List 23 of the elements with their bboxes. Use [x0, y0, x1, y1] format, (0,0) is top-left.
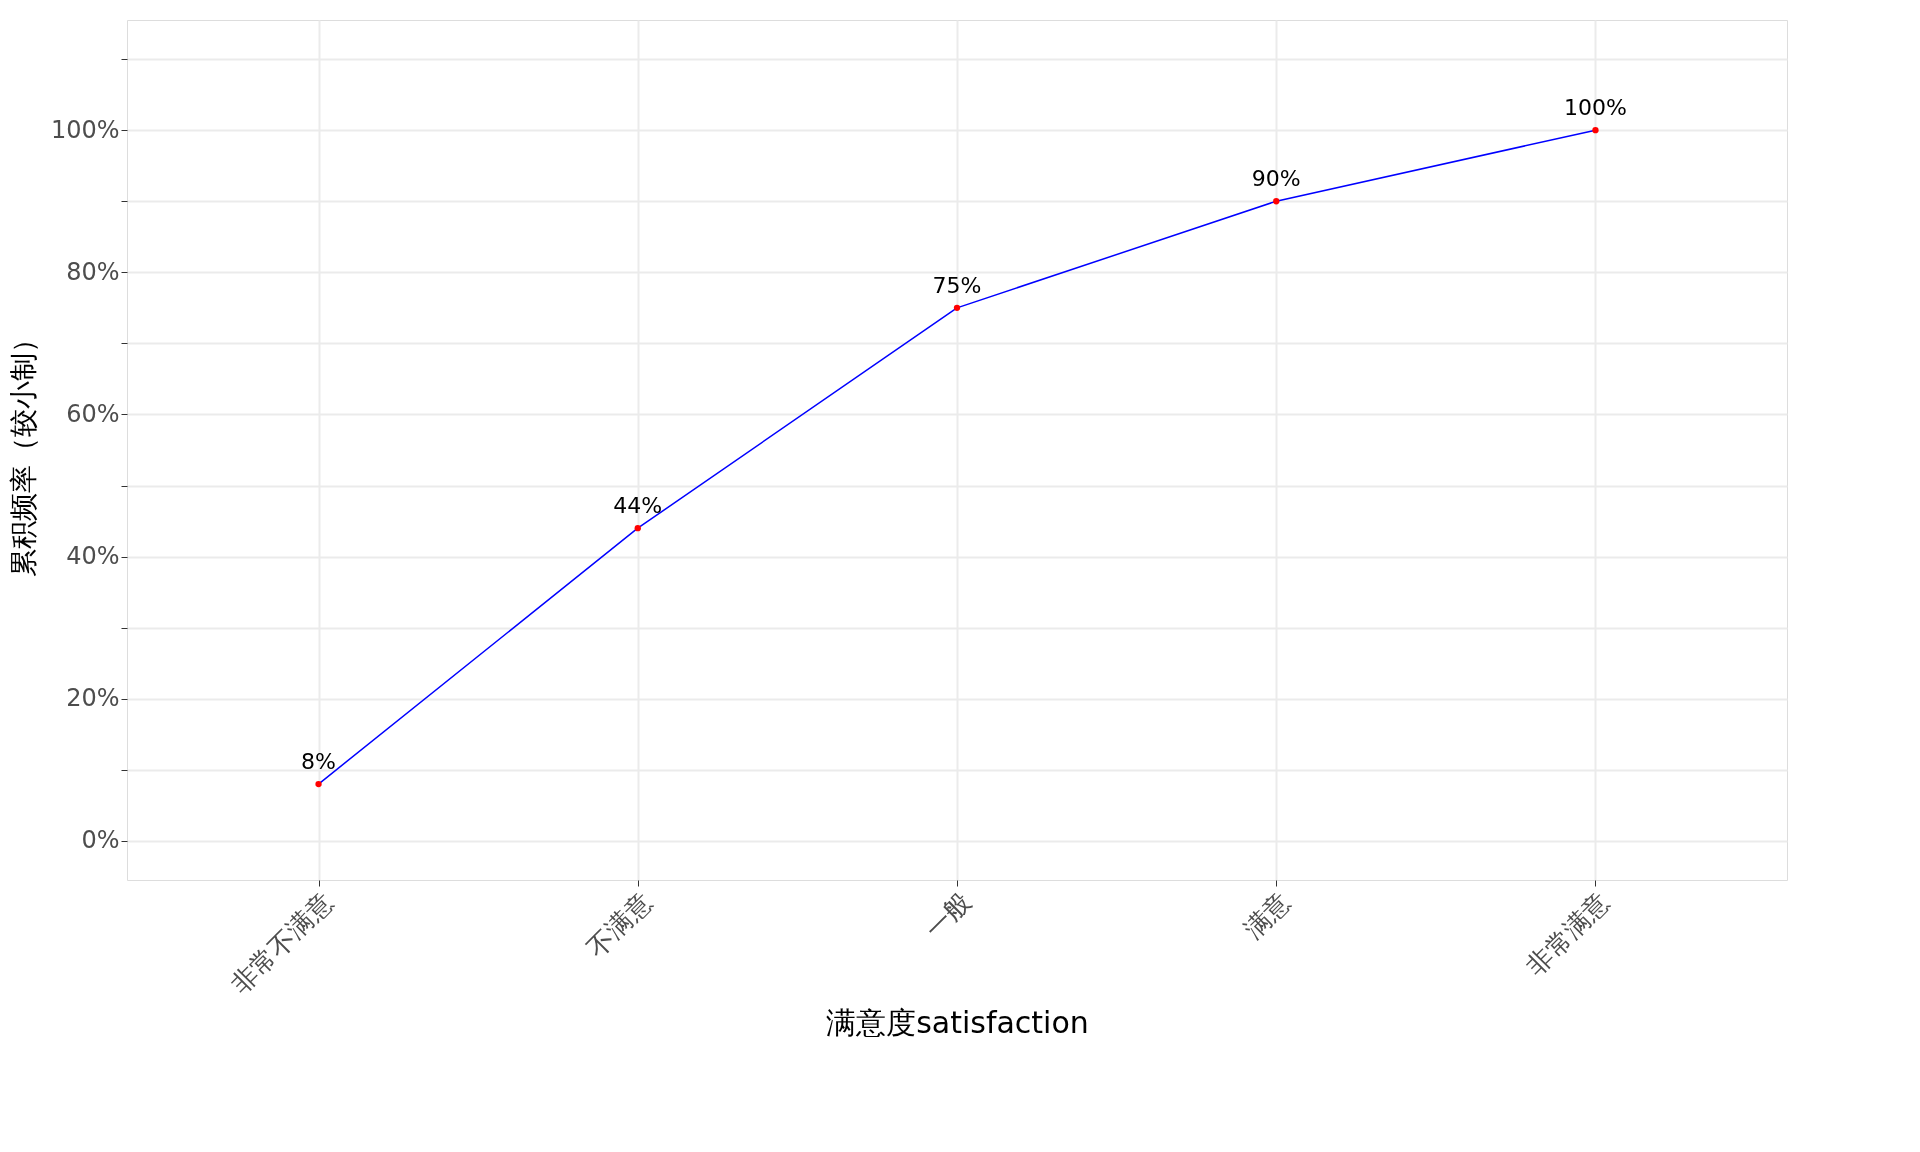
data-label: 90%: [1251, 166, 1301, 192]
point: [315, 780, 322, 788]
y-tick-label: 20%: [66, 684, 120, 713]
point: [1592, 127, 1599, 134]
y-tick-label: 60%: [66, 399, 120, 428]
y-axis-title: 累积频率（较小制）: [6, 324, 40, 577]
data-label: 100%: [1564, 95, 1627, 121]
data-label: 8%: [301, 749, 336, 775]
x-tick-label: 非常不满意: [224, 886, 339, 1000]
x-tick-label: 不满意: [580, 886, 658, 963]
point: [1273, 198, 1280, 205]
data-label: 44%: [613, 493, 663, 519]
x-tick-label: 一般: [918, 886, 977, 945]
y-tick-label: 80%: [66, 257, 120, 286]
point: [634, 525, 641, 532]
y-tick-label: 0%: [81, 826, 120, 855]
x-axis-title: 满意度satisfaction: [826, 1004, 1089, 1040]
point: [953, 304, 961, 312]
x-tick-label: 满意: [1237, 886, 1296, 945]
y-tick-label: 40%: [66, 542, 120, 571]
data-label: 75%: [932, 272, 982, 298]
y-tick-label: 100%: [50, 115, 120, 144]
x-tick-label: 非常满意: [1520, 886, 1616, 982]
